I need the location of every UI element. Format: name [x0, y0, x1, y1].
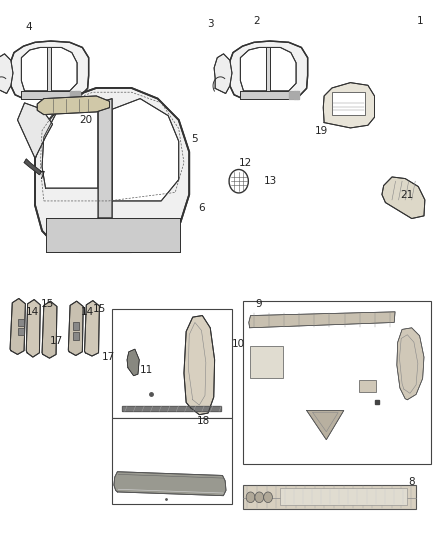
- Polygon shape: [21, 91, 80, 99]
- Text: 21: 21: [401, 190, 414, 199]
- Polygon shape: [78, 91, 80, 99]
- Text: 17: 17: [49, 336, 63, 346]
- Polygon shape: [297, 91, 299, 99]
- Text: 14: 14: [26, 307, 39, 317]
- Polygon shape: [240, 47, 296, 91]
- Bar: [112, 418, 232, 504]
- Polygon shape: [397, 328, 424, 400]
- Polygon shape: [249, 312, 395, 328]
- Polygon shape: [74, 91, 75, 99]
- Polygon shape: [21, 47, 77, 91]
- Polygon shape: [42, 99, 98, 188]
- Polygon shape: [382, 177, 425, 219]
- Polygon shape: [10, 298, 25, 354]
- Text: 15: 15: [41, 299, 54, 309]
- Polygon shape: [122, 406, 221, 411]
- Text: 17: 17: [102, 352, 115, 362]
- Bar: [18, 319, 24, 326]
- Polygon shape: [72, 91, 74, 99]
- Polygon shape: [98, 99, 112, 218]
- Bar: [73, 332, 79, 340]
- Text: 19: 19: [315, 126, 328, 135]
- Polygon shape: [76, 91, 78, 99]
- Polygon shape: [42, 301, 57, 358]
- Polygon shape: [265, 47, 270, 91]
- Bar: [243, 301, 431, 464]
- Polygon shape: [295, 91, 297, 99]
- Text: 6: 6: [198, 203, 205, 213]
- Polygon shape: [240, 91, 299, 99]
- Polygon shape: [293, 91, 294, 99]
- Bar: [18, 328, 24, 335]
- Polygon shape: [114, 472, 226, 496]
- Polygon shape: [184, 316, 215, 415]
- Text: 5: 5: [191, 134, 198, 143]
- Polygon shape: [68, 301, 83, 356]
- Bar: [250, 346, 283, 378]
- Polygon shape: [122, 406, 221, 411]
- Polygon shape: [35, 88, 189, 252]
- Text: 7: 7: [38, 171, 45, 181]
- Text: 1: 1: [417, 17, 424, 26]
- Bar: [359, 380, 376, 392]
- Bar: [73, 322, 79, 330]
- Circle shape: [264, 492, 272, 503]
- Text: 9: 9: [255, 299, 262, 309]
- Text: 11: 11: [140, 366, 153, 375]
- Polygon shape: [127, 349, 139, 376]
- Circle shape: [255, 492, 264, 503]
- Circle shape: [246, 492, 255, 503]
- Polygon shape: [289, 91, 290, 99]
- Text: 8: 8: [408, 478, 415, 487]
- Polygon shape: [291, 91, 293, 99]
- Text: 3: 3: [207, 19, 214, 29]
- Polygon shape: [112, 99, 179, 201]
- Text: 14: 14: [81, 307, 94, 317]
- Polygon shape: [214, 54, 232, 93]
- Polygon shape: [46, 47, 51, 91]
- Bar: [280, 488, 407, 505]
- Polygon shape: [18, 103, 53, 158]
- Text: 20: 20: [79, 115, 92, 125]
- Polygon shape: [9, 41, 88, 99]
- Text: 4: 4: [25, 22, 32, 31]
- Text: 2: 2: [253, 17, 260, 26]
- Text: 12: 12: [239, 158, 252, 167]
- Polygon shape: [228, 41, 307, 99]
- Polygon shape: [37, 96, 110, 115]
- Text: 13: 13: [264, 176, 277, 186]
- Text: 10: 10: [232, 339, 245, 349]
- Bar: [243, 485, 416, 509]
- Text: 15: 15: [93, 304, 106, 314]
- Polygon shape: [70, 91, 71, 99]
- Polygon shape: [24, 159, 42, 175]
- Polygon shape: [46, 218, 180, 252]
- Polygon shape: [0, 54, 13, 93]
- Circle shape: [229, 169, 248, 193]
- Polygon shape: [307, 410, 344, 440]
- Bar: [332, 92, 365, 115]
- Polygon shape: [323, 83, 374, 128]
- Polygon shape: [26, 300, 40, 357]
- Bar: [112, 309, 232, 418]
- Text: 18: 18: [197, 416, 210, 426]
- Polygon shape: [85, 301, 99, 356]
